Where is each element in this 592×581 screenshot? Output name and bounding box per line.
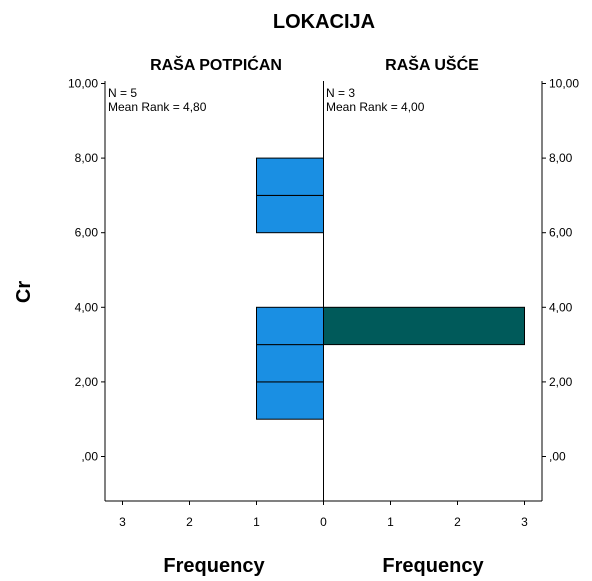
left-y-tick-label: 8,00 (75, 151, 99, 165)
right-y-ticks: ,00 2,00 4,00 6,00 8,00 10,00 (542, 77, 579, 464)
left-x-axis-title: Frequency (163, 555, 265, 577)
left-n-label: N = 5 (108, 86, 137, 100)
right-bar-0 (323, 306, 525, 346)
left-bar-4 (256, 157, 324, 196)
left-bar-0 (256, 381, 324, 420)
right-y-tick-label: 10,00 (549, 77, 579, 91)
x-tick-label: 0 (320, 515, 327, 529)
x-tick-label: 2 (186, 515, 193, 529)
right-y-tick-label: 8,00 (549, 151, 573, 165)
x-tick-label: 3 (119, 515, 126, 529)
left-group-label: RAŠA POTPIĆAN (150, 55, 282, 74)
right-y-tick-label: 2,00 (549, 375, 573, 389)
y-axis-title: Cr (13, 281, 35, 303)
left-y-tick-label: 6,00 (75, 226, 99, 240)
left-y-tick-label: ,00 (81, 450, 98, 464)
left-y-ticks: ,00 2,00 4,00 6,00 8,00 10,00 (68, 77, 105, 464)
x-tick-label: 2 (454, 515, 461, 529)
left-bar-1 (256, 344, 324, 383)
left-mean-rank-label: Mean Rank = 4,80 (108, 100, 207, 114)
right-group-label: RAŠA UŠĆE (385, 55, 479, 74)
right-y-tick-label: 6,00 (549, 226, 573, 240)
x-tick-label: 1 (387, 515, 394, 529)
left-y-tick-label: 2,00 (75, 375, 99, 389)
chart-title: LOKACIJA (273, 11, 375, 33)
left-bar-2 (256, 306, 324, 346)
right-n-label: N = 3 (326, 86, 355, 100)
bars-group (256, 157, 525, 420)
x-tick-label: 3 (521, 515, 528, 529)
right-y-tick-label: ,00 (549, 450, 566, 464)
left-bar-3 (256, 194, 324, 234)
x-tick-label: 1 (253, 515, 260, 529)
right-mean-rank-label: Mean Rank = 4,00 (326, 100, 425, 114)
right-y-tick-label: 4,00 (549, 300, 573, 314)
right-x-axis-title: Frequency (382, 555, 484, 577)
x-ticks: 3 2 1 0 1 2 3 (119, 501, 528, 529)
left-y-tick-label: 10,00 (68, 77, 98, 91)
plot-frame (104, 81, 543, 502)
left-y-tick-label: 4,00 (75, 300, 99, 314)
